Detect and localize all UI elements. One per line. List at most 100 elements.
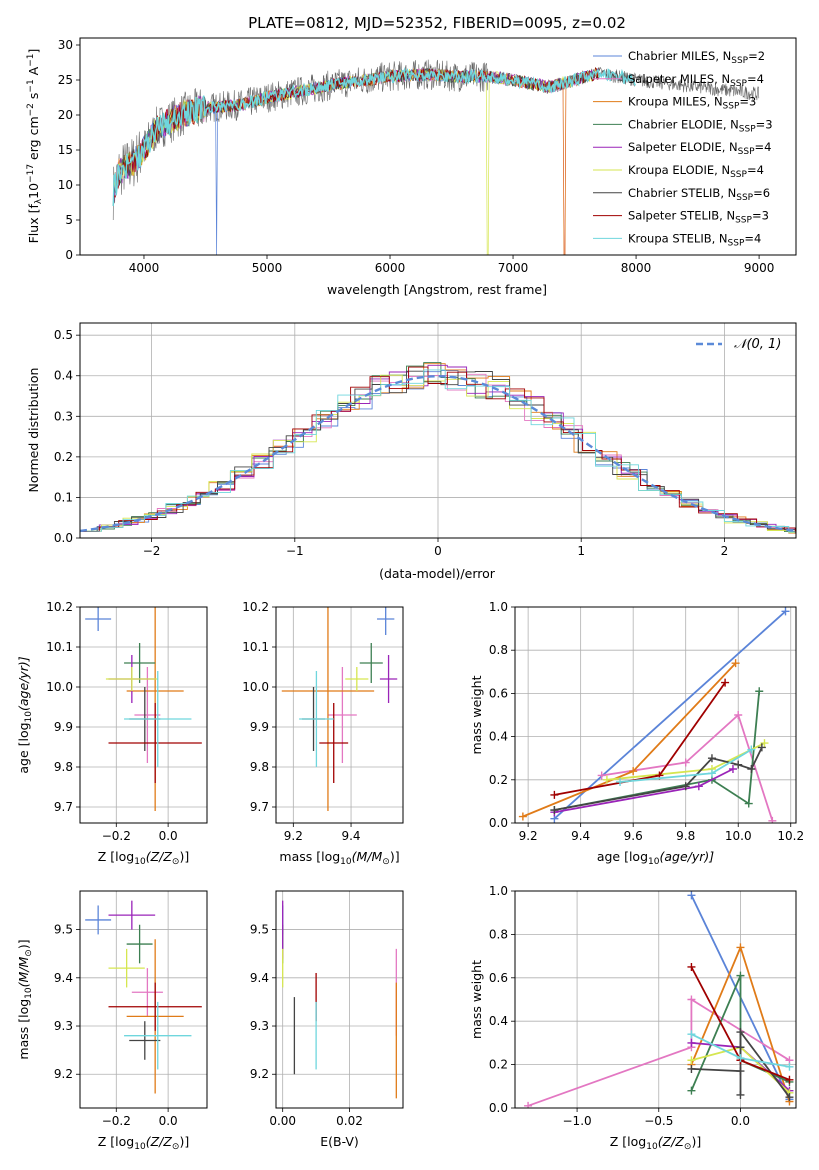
- legend-entry: Chabrier MILES, NSSP=2: [628, 49, 765, 66]
- spectrum-ylabel: Flux [fλ10−17 erg cm−2 s−1 A−1]: [26, 49, 44, 244]
- mass-vs-z-axes: −0.2 0.0 9.2 9.3 9.4 9.5: [54, 890, 208, 1128]
- mass-vs-ebv-frame: [275, 890, 404, 1109]
- x-tick-label: 9.6: [624, 829, 643, 843]
- mass-weight-vs-z-frame: [514, 890, 797, 1109]
- data-point: [687, 1086, 696, 1095]
- errorbar-chabrier-elodie: [359, 643, 383, 683]
- data-point: [728, 765, 737, 773]
- errorbar-chabrier-miles: [377, 607, 395, 635]
- x-tick-label: 10.2: [777, 829, 804, 843]
- model-spectrum-salpeter-stelib: [112, 67, 599, 207]
- x-tick-label: −2: [143, 544, 161, 558]
- data-point: [518, 812, 527, 821]
- errorbar-kroupa-stelib: [299, 671, 334, 767]
- x-tick-label: 0.02: [336, 1114, 363, 1128]
- mass-weight-vs-age-plot-area: [518, 607, 790, 823]
- legend-entry: Kroupa ELODIE, NSSP=4: [628, 163, 764, 180]
- x-tick-label: −0.2: [102, 829, 131, 843]
- y-tick-label: 0.4: [54, 369, 73, 383]
- data-point: [597, 771, 606, 780]
- series-chabrier-stelib: [550, 743, 766, 815]
- y-tick-label: 10.2: [46, 600, 73, 614]
- y-tick-label: 0.8: [489, 927, 508, 941]
- mass-vs-ebv-xlabel: E(B-V): [320, 1134, 359, 1149]
- normal-reference-curve: [80, 374, 796, 533]
- mass-weight-vs-age-axes: 9.2 9.4 9.6 9.8 10.0 10.2 0.0 0.2 0.4 0.6 0.8 1.0: [489, 600, 804, 843]
- age-vs-z-frame: [79, 606, 208, 824]
- histogram-kroupa-stelib: [80, 369, 796, 533]
- x-tick-label: 9.4: [571, 829, 590, 843]
- data-point: [550, 790, 559, 799]
- spectrum-axes: 4000 5000 6000 7000 8000 9000 0 5 10 15 20 25 30: [58, 37, 797, 275]
- y-tick-label: 0.0: [489, 1101, 508, 1115]
- model-spectrum-kroupa-stelib: [112, 66, 637, 207]
- mass-weight-vs-age-ylabel: mass weight: [469, 675, 484, 754]
- y-tick-label: 0.8: [489, 643, 508, 657]
- spectrum-xlabel: wavelength [Angstrom, rest frame]: [327, 282, 547, 297]
- mass-vs-z-frame: [79, 890, 208, 1109]
- data-point: [736, 1043, 745, 1052]
- data-point: [687, 1038, 696, 1047]
- data-point: [744, 799, 753, 808]
- histogram-salpeter-miles: [80, 373, 796, 532]
- data-point: [687, 962, 696, 971]
- y-tick-label: 9.5: [250, 923, 269, 937]
- data-point: [629, 767, 638, 776]
- y-tick-label: 9.7: [250, 800, 269, 814]
- y-tick-label: 10.0: [242, 680, 269, 694]
- x-tick-label: 0: [434, 544, 442, 558]
- series-kroupa-miles: [518, 659, 740, 821]
- y-tick-label: 0.1: [54, 490, 73, 504]
- age-vs-z-xlabel: Z [log10(Z/Z⊙)]: [98, 849, 189, 867]
- histogram-chabrier-stelib: [80, 370, 796, 532]
- model-spectrum-salpeter-miles: [112, 68, 567, 255]
- data-point: [602, 775, 611, 784]
- y-tick-label: 10.1: [242, 640, 269, 654]
- y-tick-label: 0.5: [54, 328, 73, 342]
- mass-vs-ebv-plot-area: [282, 900, 397, 1099]
- data-point: [760, 739, 769, 748]
- data-point: [747, 745, 756, 754]
- mass-vs-ebv-axes: 0.00 0.02 9.2 9.3 9.4 9.5: [250, 890, 404, 1128]
- mass-weight-vs-age-xlabel: age [log10(age/yr)]: [597, 849, 714, 867]
- spectrum-legend: Chabrier MILES, NSSP=2 Salpeter MILES, NS…: [593, 49, 773, 248]
- errorbar-salpeter-miles: [327, 667, 357, 763]
- age-vs-mass-xlabel: mass [log10(M/M⊙)]: [279, 849, 399, 867]
- data-point: [687, 1030, 696, 1039]
- data-point: [707, 754, 716, 763]
- y-tick-label: 1.0: [489, 884, 508, 898]
- y-tick-label: 0.2: [54, 450, 73, 464]
- y-tick-label: 9.9: [250, 720, 269, 734]
- errorbar-salpeter-miles: [134, 667, 161, 763]
- mass-vs-z-ylabel: mass [log10(M/M⊙)]: [16, 939, 34, 1059]
- errorbar-chabrier-elodie: [124, 643, 156, 683]
- data-point: [747, 765, 756, 773]
- data-point: [707, 769, 716, 778]
- data-point: [736, 1028, 745, 1037]
- data-point: [785, 1093, 794, 1102]
- errorbar-salpeter-miles: [131, 968, 163, 1017]
- data-point: [694, 782, 703, 791]
- x-tick-label: 0.00: [269, 1114, 296, 1128]
- x-tick-label: 7000: [498, 261, 529, 275]
- y-tick-label: 0.6: [489, 971, 508, 985]
- residual-histogram-frame: [79, 322, 797, 539]
- x-tick-label: −0.5: [644, 1114, 673, 1128]
- series-line: [554, 747, 763, 811]
- spectrum-frame: [79, 37, 797, 256]
- legend-entry: Kroupa MILES, NSSP=3: [628, 95, 756, 112]
- x-tick-label: 9000: [744, 261, 775, 275]
- x-tick-label: 5000: [252, 261, 283, 275]
- histogram-salpeter-stelib: [80, 366, 796, 534]
- y-tick-label: 10.2: [242, 600, 269, 614]
- errorbar-chabrier-stelib: [129, 1021, 161, 1060]
- x-tick-label: 10.0: [725, 829, 752, 843]
- data-point: [736, 943, 745, 952]
- y-tick-label: 25: [58, 73, 73, 87]
- errorbar-kroupa-elodie: [108, 948, 145, 988]
- x-tick-label: 8000: [621, 261, 652, 275]
- legend-entry: 𝒩(0, 1): [734, 337, 781, 352]
- errorbar-salpeter-elodie: [379, 655, 398, 703]
- y-tick-label: 0.0: [54, 531, 73, 545]
- data-point: [687, 891, 696, 900]
